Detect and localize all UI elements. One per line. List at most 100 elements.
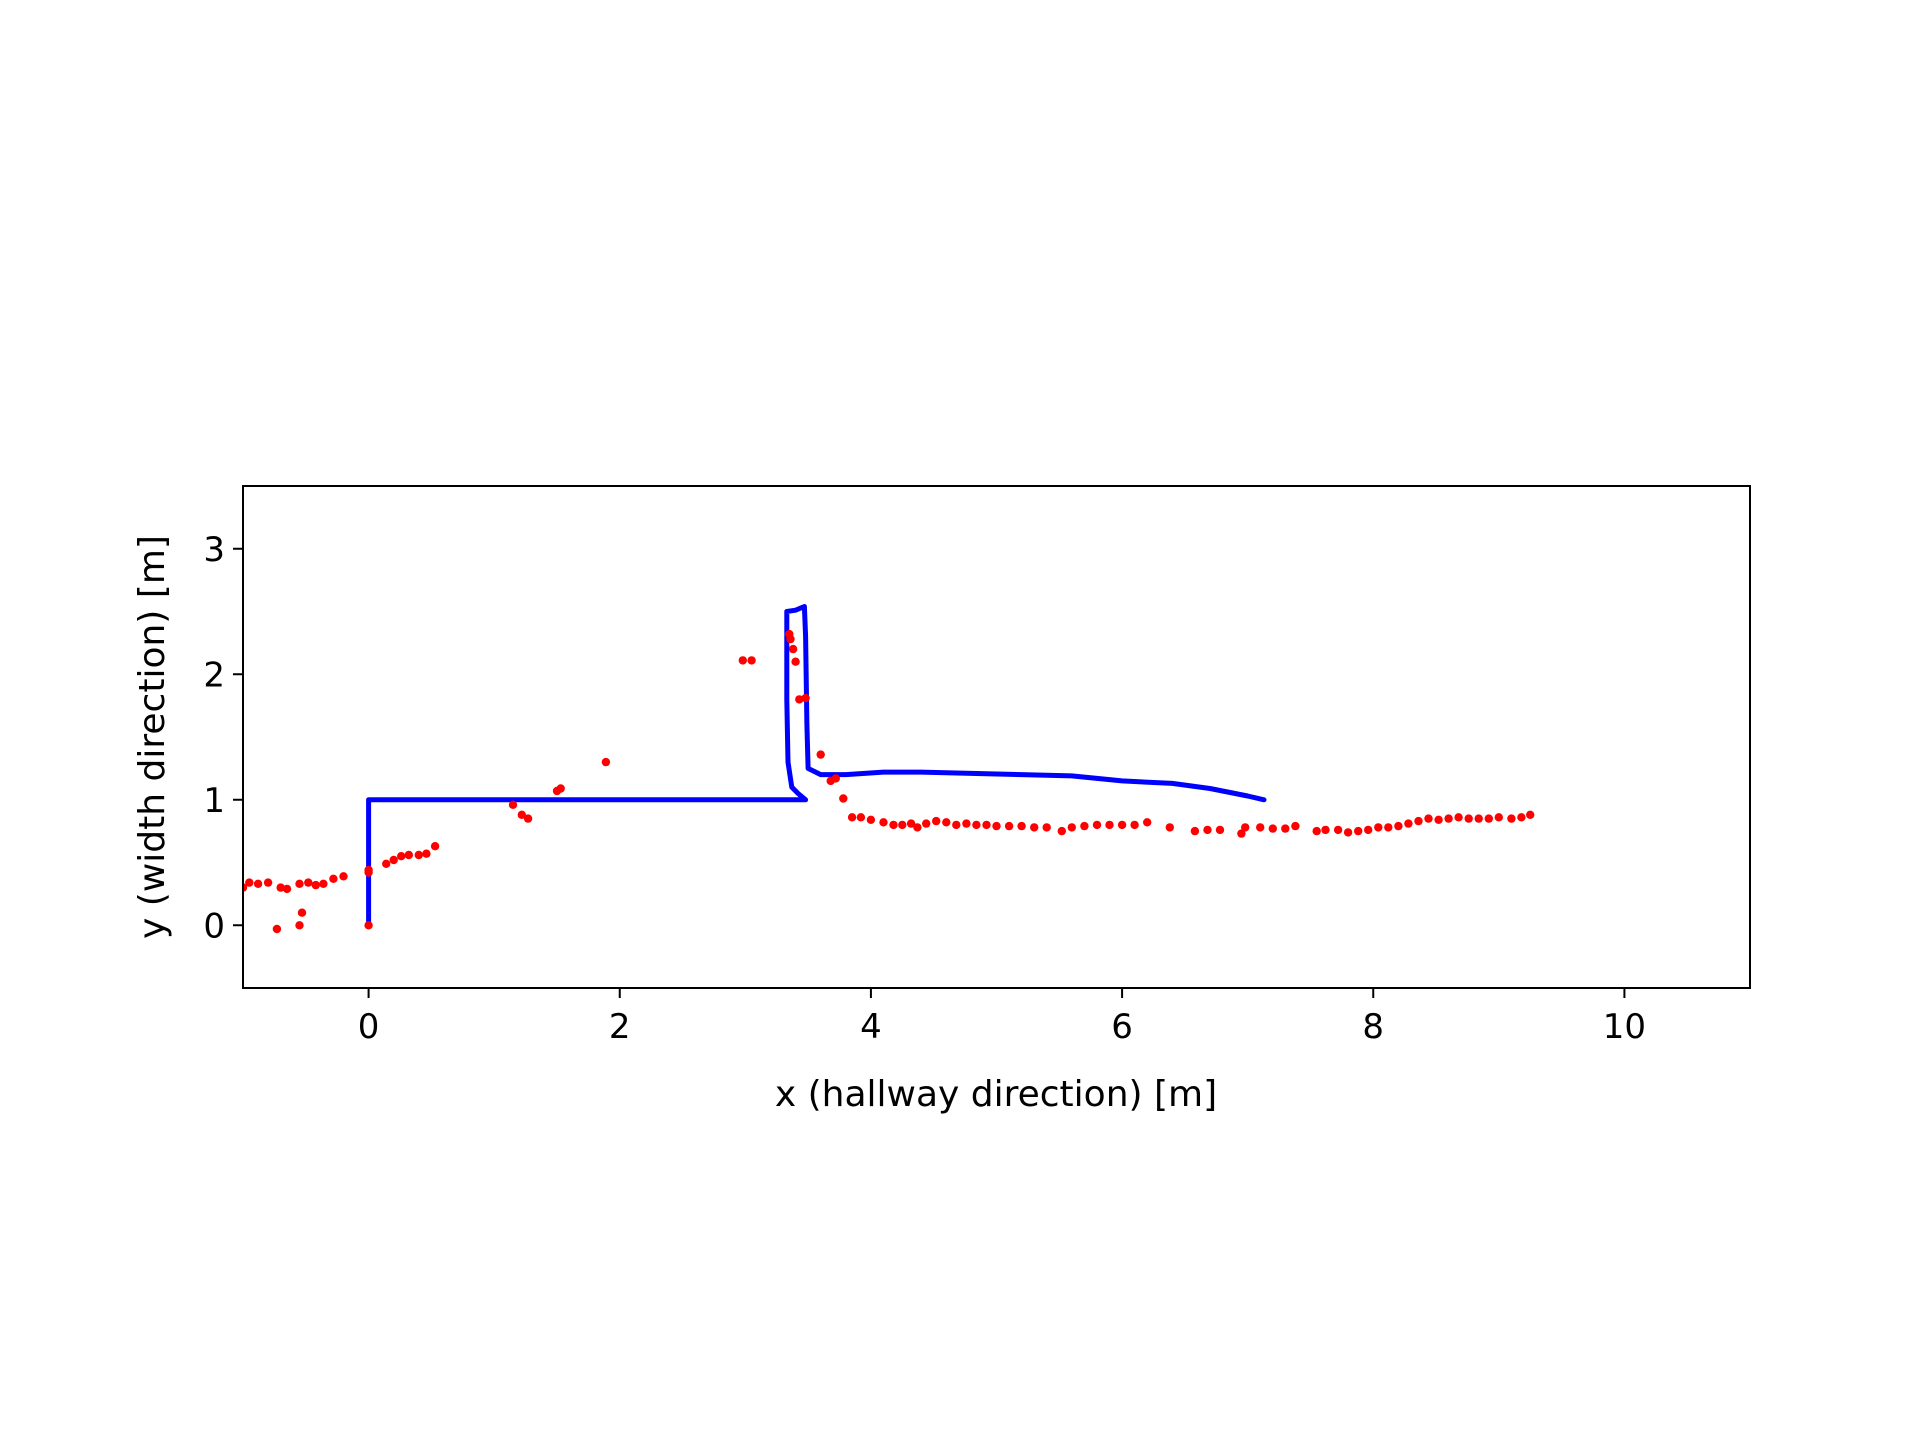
data-point [952, 820, 961, 830]
data-point [1291, 821, 1300, 831]
data-point [1165, 823, 1175, 832]
y-axis-ticks: 0 1 2 3 [203, 530, 243, 946]
data-point [1268, 824, 1278, 833]
data-point [922, 819, 931, 828]
data-point [1464, 814, 1473, 823]
data-point [1484, 814, 1494, 823]
data-point [856, 813, 866, 822]
data-point [962, 819, 971, 828]
data-point [801, 693, 810, 703]
data-point [1130, 820, 1139, 830]
data-point [972, 820, 981, 830]
data-point [523, 814, 533, 823]
data-point [1444, 814, 1453, 823]
data-point [282, 884, 292, 894]
data-point [1312, 826, 1321, 836]
trajectory-line [366, 604, 1267, 928]
x-tick-label: 8 [1362, 1007, 1384, 1047]
data-point [1333, 825, 1343, 835]
data-point [297, 908, 307, 917]
x-tick-label: 6 [1111, 1007, 1133, 1047]
data-point [1042, 823, 1051, 832]
data-point [1394, 821, 1403, 831]
y-tick-label: 2 [203, 655, 225, 695]
data-point [517, 810, 526, 819]
data-point [1030, 823, 1039, 832]
x-axis-ticks: 0 2 4 6 8 10 [358, 988, 1646, 1047]
data-point [253, 879, 263, 888]
data-point [295, 879, 304, 888]
data-point [1434, 815, 1443, 824]
data-point [1343, 828, 1353, 837]
data-point [319, 879, 328, 888]
data-point [1526, 810, 1535, 819]
data-point [913, 823, 922, 832]
data-point [982, 820, 991, 830]
data-point [404, 850, 413, 860]
data-point [906, 819, 916, 828]
x-tick-label: 0 [358, 1007, 380, 1047]
data-point [1092, 820, 1102, 830]
data-point [738, 656, 747, 665]
plot-frame [242, 485, 1751, 989]
data-point [1057, 826, 1067, 836]
data-point [786, 634, 795, 644]
data-point [879, 818, 888, 827]
data-point [508, 800, 518, 809]
data-point [1517, 813, 1526, 822]
x-tick-label: 4 [860, 1007, 882, 1047]
data-point [1424, 814, 1433, 823]
data-point [1017, 821, 1026, 831]
data-point [1454, 813, 1463, 822]
x-axis-label: x (hallway direction) [m] [775, 1074, 1217, 1115]
x-tick-label: 2 [609, 1007, 631, 1047]
data-point [397, 852, 406, 861]
data-point [831, 774, 840, 783]
data-point [243, 883, 248, 892]
data-point [414, 850, 423, 860]
x-tick-label: 10 [1603, 1007, 1646, 1047]
y-tick-label: 3 [203, 530, 225, 570]
data-point [311, 880, 320, 890]
data-point [1256, 823, 1265, 832]
data-point [276, 883, 285, 892]
plot-content [243, 604, 1535, 934]
data-point [1404, 819, 1413, 828]
data-point [1494, 813, 1504, 822]
data-point [430, 842, 440, 851]
y-axis-label: y (width direction) [m] [132, 535, 173, 939]
data-point [601, 757, 611, 767]
data-point [992, 821, 1001, 831]
data-point [747, 656, 756, 665]
data-point [795, 695, 804, 704]
data-point [1241, 823, 1250, 832]
data-point [556, 784, 565, 793]
data-point [304, 878, 313, 887]
data-point [816, 750, 825, 759]
data-point [1203, 825, 1212, 835]
data-point [898, 820, 907, 830]
data-point [788, 644, 798, 654]
data-point [1117, 820, 1127, 830]
data-point [866, 815, 876, 824]
data-point [1507, 814, 1516, 823]
data-point [364, 921, 373, 930]
data-point [1281, 824, 1290, 833]
data-point [1067, 823, 1077, 832]
data-point [1364, 825, 1373, 835]
data-point [1080, 821, 1089, 831]
data-point [245, 878, 254, 887]
data-point [329, 874, 338, 883]
data-point [1215, 825, 1225, 835]
data-point [389, 855, 398, 865]
y-tick-label: 0 [203, 906, 225, 946]
data-point [422, 849, 431, 858]
data-point [839, 794, 848, 803]
data-point [364, 868, 373, 877]
data-point [1237, 829, 1246, 838]
data-point [1004, 821, 1014, 831]
data-point [932, 816, 941, 826]
data-point [942, 818, 951, 827]
data-point [847, 813, 857, 822]
